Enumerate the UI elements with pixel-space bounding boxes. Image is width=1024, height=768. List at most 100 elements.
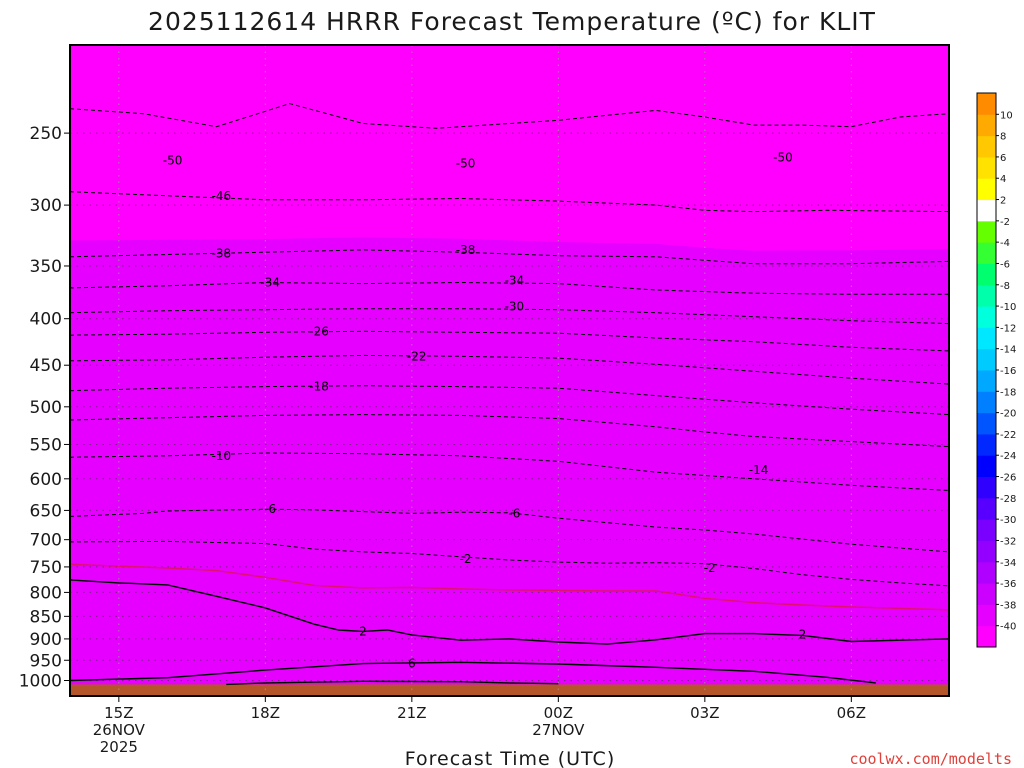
contour-label: -38 (456, 243, 476, 257)
y-tick-label: 1000 (19, 672, 62, 692)
colorbar-tick-label: -20 (1000, 409, 1016, 420)
colorbar-tick-label: -6 (1000, 259, 1010, 270)
colorbar-swatch (977, 156, 996, 179)
colorbar-tick-label: 8 (1000, 132, 1006, 143)
contour-label: 2 (359, 624, 367, 638)
colorbar-tick-label: -24 (1000, 451, 1016, 462)
isotherm-lines (70, 103, 949, 686)
colorbar-tick-label: -18 (1000, 387, 1016, 398)
colorbar-swatch (977, 327, 996, 350)
y-tick-label: 950 (30, 651, 62, 671)
colorbar-tick-label: -2 (1000, 217, 1010, 228)
colorbar-tick-label: -8 (1000, 281, 1010, 292)
colorbar-tick-label: -34 (1000, 558, 1016, 569)
contour-label: -14 (749, 463, 769, 477)
colorbar-tick-label: -28 (1000, 494, 1016, 505)
colorbar-swatch (977, 412, 996, 435)
colorbar-swatch (977, 391, 996, 414)
isotherm-line (70, 540, 949, 587)
x-tick-label: 06Z (837, 704, 866, 722)
y-tick-label: 700 (30, 531, 62, 551)
contour-label: -34 (505, 273, 525, 287)
colorbar-tick-label: -32 (1000, 536, 1016, 547)
colorbar-tick-label: -30 (1000, 515, 1016, 526)
y-tick-label: 350 (30, 257, 62, 277)
isotherm-line (70, 103, 949, 129)
contour-label: -2 (704, 561, 716, 575)
colorbar-tick-label: 2 (1000, 196, 1006, 207)
colorbar-tick-label: -40 (1000, 622, 1016, 633)
colorbar-swatch (977, 199, 996, 222)
colorbar-swatch (977, 583, 996, 605)
y-tick-label: 500 (30, 398, 62, 418)
colorbar-swatch (977, 284, 996, 307)
colorbar-swatch (977, 604, 996, 627)
x-tick-label: 26NOV (93, 721, 146, 739)
contour-labels: -50 -50 -50-46-38 -38-34 -34-30-26-22-18-14-… (163, 151, 807, 671)
isotherm-line (70, 661, 876, 684)
colorbar-swatch (977, 306, 996, 328)
contour-label: -22 (407, 349, 427, 363)
x-tick-label: 21Z (397, 704, 426, 722)
contour-label: -6 (264, 502, 276, 516)
contour-label: -50 (456, 157, 476, 171)
colorbar-swatch (977, 497, 996, 520)
contour-label: -50 (773, 151, 793, 165)
x-tick-label: 00Z (544, 704, 573, 722)
colorbar-tick-label: -14 (1000, 345, 1016, 356)
isotherm-line (70, 563, 949, 611)
credit-link[interactable]: coolwx.com/modelts (849, 750, 1012, 768)
temperature-bands (70, 237, 949, 696)
colorbar-swatch (977, 135, 996, 158)
contour-label: -18 (309, 380, 329, 394)
colorbar-tick-label: 10 (1000, 110, 1013, 121)
contour-label: -46 (212, 189, 232, 203)
isotherm-line (70, 579, 949, 645)
y-tick-label: 900 (30, 630, 62, 650)
y-tick-label: 400 (30, 310, 62, 330)
x-tick-label: 03Z (690, 704, 719, 722)
isotherm-line (226, 680, 559, 686)
colorbar-swatch (977, 625, 996, 648)
colorbar-tick-label: -36 (1000, 579, 1016, 590)
colorbar-swatch (977, 263, 996, 286)
colorbar-swatch (977, 220, 996, 243)
colorbar-swatch (977, 178, 996, 201)
plot-frame (69, 44, 950, 697)
colorbar-swatch (977, 370, 996, 392)
grid-lines (70, 45, 949, 696)
x-tick-label: 27NOV (532, 721, 585, 739)
x-tick-label: 18Z (251, 704, 280, 722)
contour-label: -2 (460, 552, 472, 566)
colorbar-tick-label: 6 (1000, 153, 1006, 164)
contour-label: -10 (212, 449, 232, 463)
colorbar-swatch (977, 114, 996, 137)
colorbar-tick-label: -4 (1000, 238, 1010, 249)
colorbar-swatch (977, 242, 996, 264)
contour-label: -26 (309, 324, 329, 338)
colorbar-swatch (977, 93, 996, 115)
colorbar-swatch (977, 455, 996, 478)
y-tick-label: 800 (30, 583, 62, 603)
colorbar-tick-label: -38 (1000, 600, 1016, 611)
y-tick-label: 300 (30, 196, 62, 216)
contour-label: -50 (163, 154, 183, 168)
colorbar-tick-label: -10 (1000, 302, 1016, 313)
contour-label: 2 (799, 627, 807, 641)
colorbar-tick-label: -22 (1000, 430, 1016, 441)
colorbar-tick-label: 4 (1000, 174, 1006, 185)
y-tick-label: 550 (30, 435, 62, 455)
colorbar: -40-38-36-34-32-30-28-26-24-22-20-18-16-… (976, 92, 1016, 648)
y-tick-label: 450 (30, 356, 62, 376)
colorbar-swatch (977, 476, 996, 499)
contour-label: -38 (212, 246, 232, 260)
contour-label: -30 (505, 300, 525, 314)
chart-title: 2025112614 HRRR Forecast Temperature (ºC… (148, 7, 876, 36)
y-axis: 250 300 350 400 450 500 550 600 650 700 750 800 850 9… (19, 124, 70, 692)
colorbar-swatch (977, 433, 996, 456)
isotherm-line (70, 414, 949, 448)
colorbar-swatch (977, 561, 996, 584)
contour-label: -34 (260, 276, 280, 290)
